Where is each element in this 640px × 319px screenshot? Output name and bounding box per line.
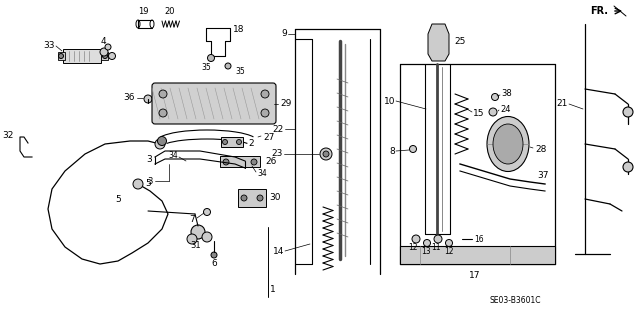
Text: 24: 24 [500, 105, 511, 114]
Circle shape [223, 139, 227, 145]
Text: 14: 14 [273, 247, 284, 256]
Text: 17: 17 [469, 271, 481, 279]
Text: 2: 2 [248, 139, 253, 149]
Text: 19: 19 [138, 8, 148, 17]
Circle shape [157, 137, 166, 145]
Circle shape [105, 44, 111, 50]
Circle shape [323, 151, 329, 157]
Text: 12: 12 [408, 242, 418, 251]
Ellipse shape [493, 124, 523, 164]
Text: 32: 32 [3, 130, 14, 139]
Circle shape [424, 240, 431, 247]
Text: 5: 5 [145, 180, 151, 189]
Text: 1: 1 [270, 285, 276, 293]
Circle shape [623, 107, 633, 117]
Circle shape [207, 55, 214, 62]
Text: 25: 25 [454, 36, 465, 46]
Text: FR.: FR. [590, 6, 608, 16]
Circle shape [144, 95, 152, 103]
Bar [101, 52, 108, 60]
Circle shape [133, 179, 143, 189]
Text: SE03-B3601C: SE03-B3601C [490, 296, 541, 305]
Text: 11: 11 [431, 242, 441, 251]
Bar [58, 52, 65, 60]
Bar [63, 49, 101, 63]
Text: 12: 12 [444, 247, 454, 256]
Circle shape [191, 225, 205, 239]
Text: 35: 35 [201, 63, 211, 71]
Text: 33: 33 [44, 41, 55, 49]
Circle shape [412, 235, 420, 243]
Circle shape [489, 108, 497, 116]
Text: 20: 20 [164, 8, 175, 17]
Circle shape [261, 90, 269, 98]
Text: 36: 36 [124, 93, 135, 102]
Text: 8: 8 [389, 146, 395, 155]
Text: 29: 29 [280, 100, 291, 108]
Text: 6: 6 [211, 259, 217, 269]
Text: 37: 37 [537, 172, 548, 181]
Polygon shape [428, 24, 449, 61]
Text: 35: 35 [235, 68, 244, 77]
Text: 31: 31 [191, 241, 202, 250]
Text: 26: 26 [265, 157, 276, 166]
Circle shape [241, 195, 247, 201]
Text: 28: 28 [535, 145, 547, 153]
Circle shape [223, 159, 229, 165]
Bar [238, 189, 266, 207]
Text: 4: 4 [100, 36, 106, 46]
Text: 38: 38 [501, 90, 512, 99]
Circle shape [410, 145, 417, 152]
Circle shape [261, 109, 269, 117]
Bar [221, 137, 243, 147]
Text: 34: 34 [257, 169, 267, 179]
Circle shape [320, 148, 332, 160]
Text: 34: 34 [168, 152, 178, 160]
Text: 7: 7 [189, 214, 195, 224]
Circle shape [623, 162, 633, 172]
Circle shape [257, 195, 263, 201]
Bar [400, 246, 555, 264]
Text: 22: 22 [273, 124, 284, 133]
Text: 9: 9 [281, 29, 287, 39]
Circle shape [211, 252, 217, 258]
Text: 23: 23 [271, 150, 283, 159]
Text: 16: 16 [474, 234, 484, 243]
Circle shape [251, 159, 257, 165]
Ellipse shape [487, 116, 529, 172]
Text: 3: 3 [148, 176, 153, 186]
Text: 10: 10 [383, 97, 395, 106]
Circle shape [159, 90, 167, 98]
Circle shape [159, 109, 167, 117]
Text: 21: 21 [557, 100, 568, 108]
Circle shape [102, 54, 108, 58]
Text: 5: 5 [115, 195, 121, 204]
Text: 15: 15 [473, 109, 484, 118]
Text: 30: 30 [269, 194, 280, 203]
Circle shape [492, 93, 499, 100]
Bar [220, 156, 260, 167]
Circle shape [100, 48, 108, 56]
Circle shape [204, 209, 211, 216]
Text: 13: 13 [421, 247, 431, 256]
FancyBboxPatch shape [152, 83, 276, 124]
Circle shape [155, 139, 165, 149]
Text: 18: 18 [233, 26, 244, 34]
Circle shape [109, 53, 115, 60]
Text: 27: 27 [263, 132, 275, 142]
Circle shape [202, 232, 212, 242]
Circle shape [187, 234, 197, 244]
Circle shape [434, 235, 442, 243]
Circle shape [237, 139, 241, 145]
Circle shape [58, 54, 63, 58]
Text: 3: 3 [147, 154, 152, 164]
Circle shape [445, 240, 452, 247]
Circle shape [225, 63, 231, 69]
